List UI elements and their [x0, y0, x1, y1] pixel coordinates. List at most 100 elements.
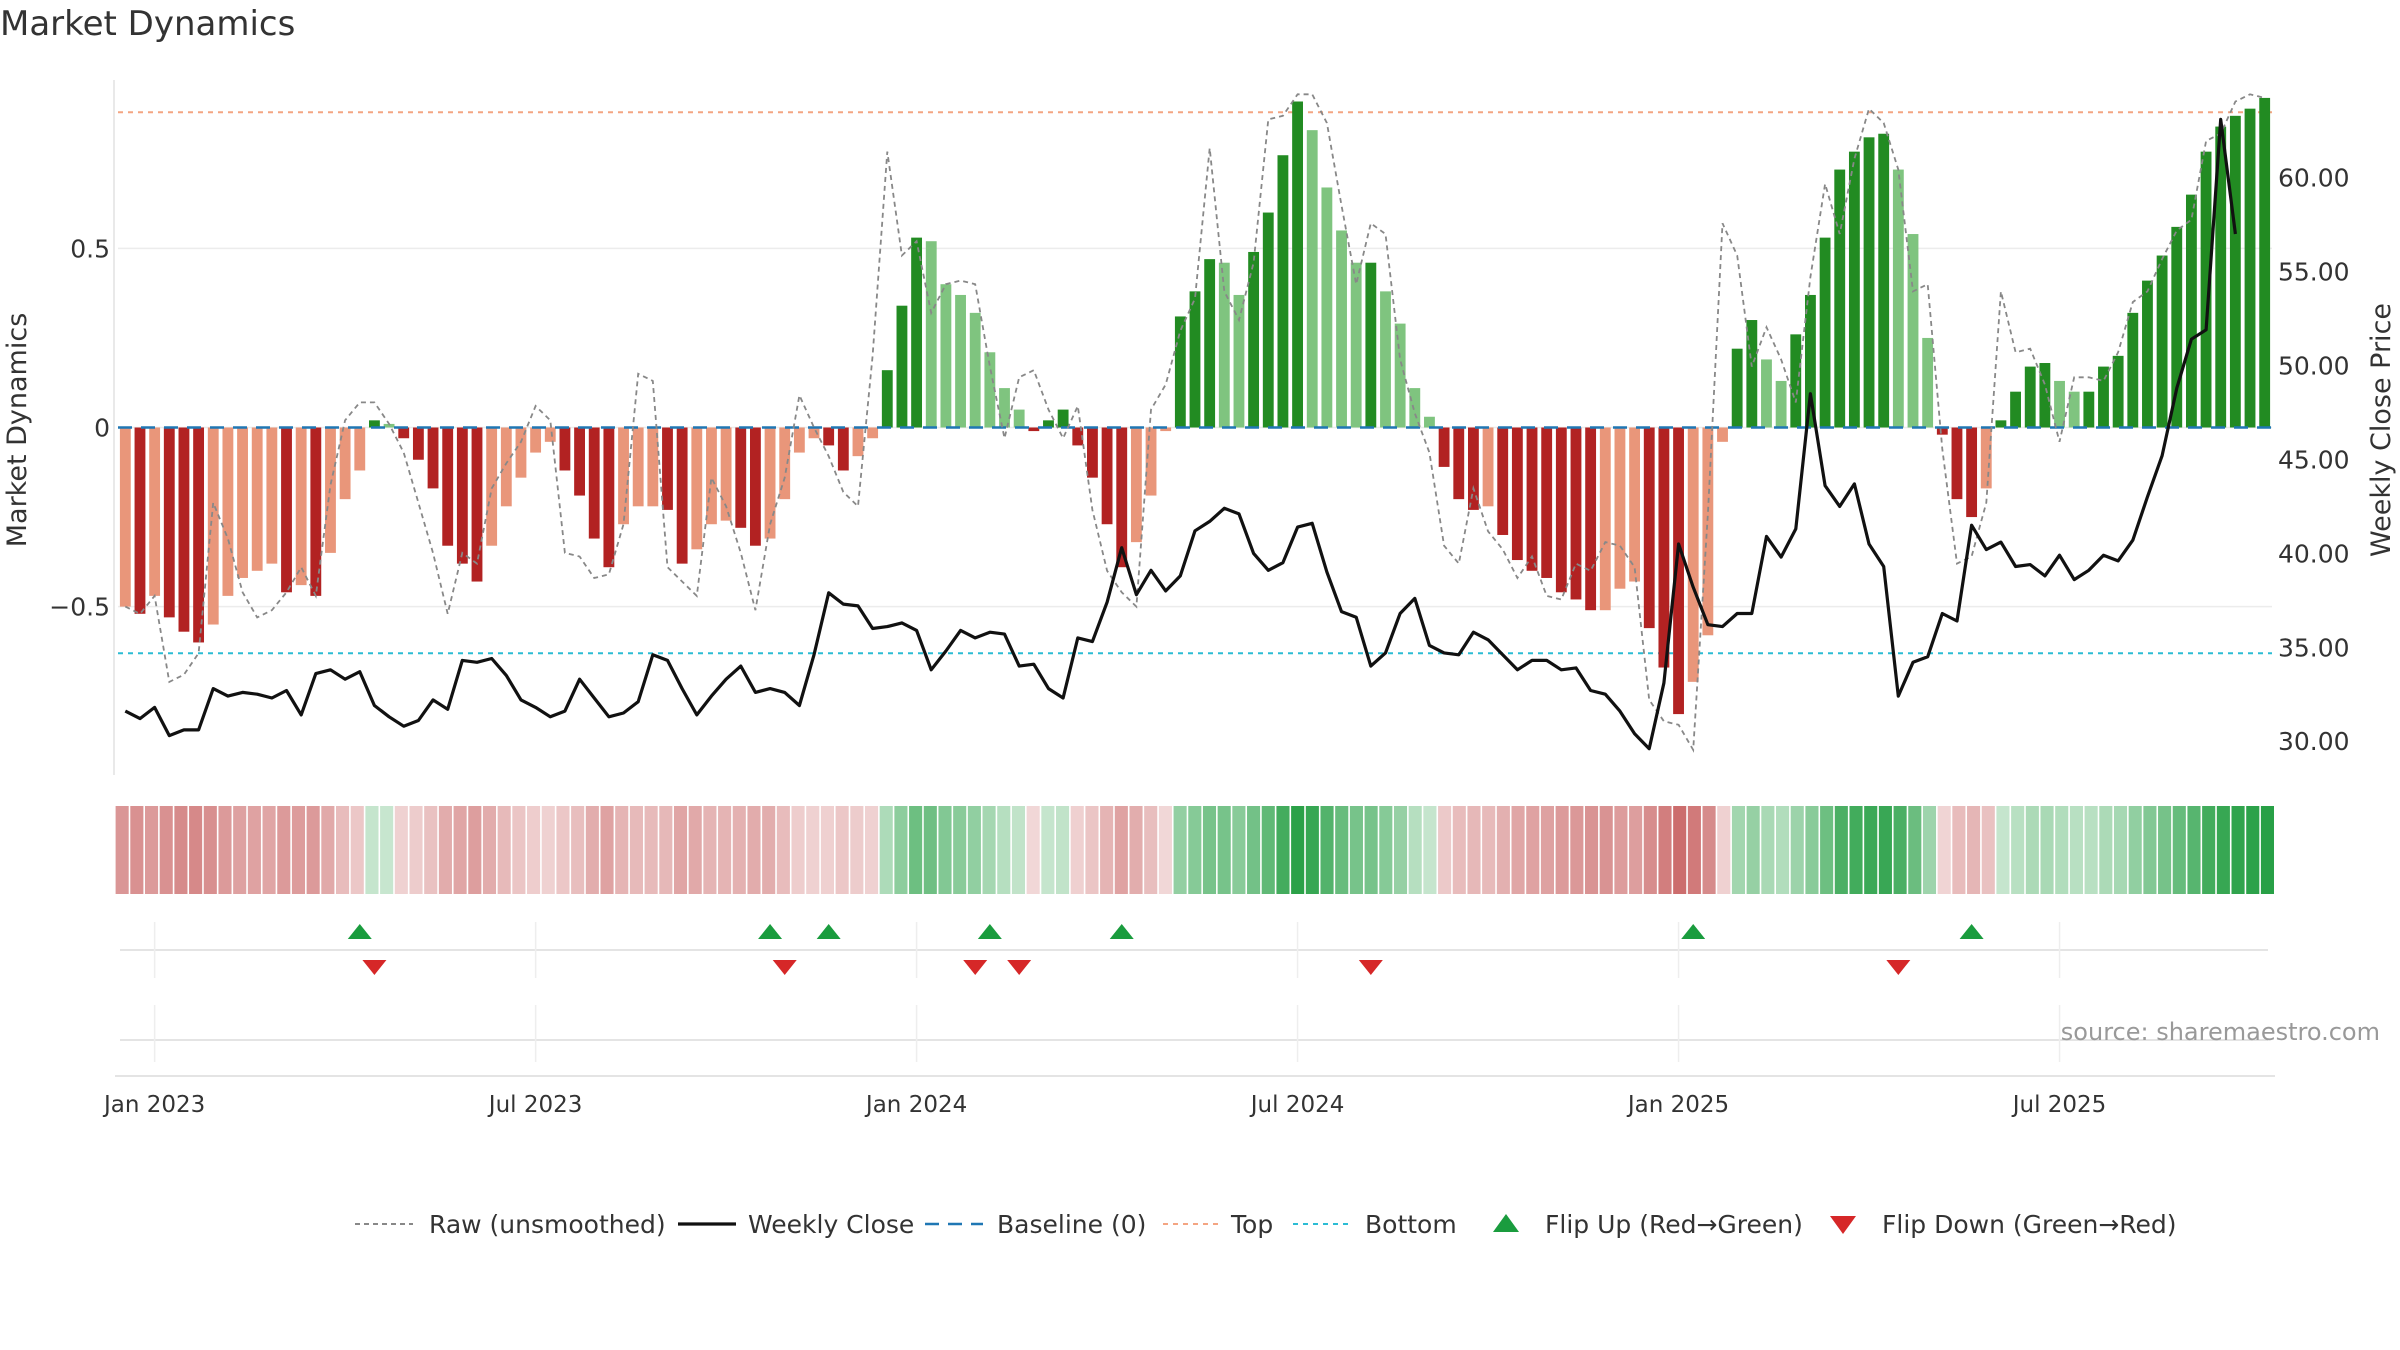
bar: [339, 427, 351, 500]
bar: [1892, 169, 1904, 428]
bar: [662, 427, 673, 510]
heat-cell: [2246, 806, 2260, 894]
bar: [1438, 427, 1450, 467]
flip-down-marker: [1007, 960, 1032, 975]
chart-title: Market Dynamics: [0, 4, 296, 44]
heat-cell: [982, 806, 996, 894]
heat-cell: [850, 806, 864, 894]
bar: [603, 427, 615, 568]
heat-cell: [629, 806, 643, 894]
bar: [1907, 234, 1919, 428]
heat-cell: [2158, 806, 2172, 894]
flip-up-marker: [1959, 924, 1984, 939]
bar: [354, 427, 366, 471]
heat-cell: [585, 806, 599, 894]
flip-down-marker: [772, 960, 797, 975]
heat-cell: [482, 806, 497, 894]
heat-cell: [1247, 806, 1261, 894]
heat-cell: [159, 806, 173, 894]
bar: [1995, 420, 2007, 428]
flip-up-marker: [347, 924, 372, 939]
bar: [676, 427, 688, 564]
heat-cell: [997, 806, 1011, 894]
bar: [295, 427, 307, 586]
heat-cell: [1540, 806, 1554, 894]
legend-label: Bottom: [1365, 1210, 1457, 1239]
y-right-tick-label: 40.00: [2278, 539, 2350, 568]
bar: [163, 427, 175, 618]
y-left-tick-label: −0.5: [49, 593, 110, 622]
heat-cell: [571, 806, 585, 894]
bar: [1790, 334, 1802, 428]
heat-cell: [1599, 806, 1613, 894]
legend-flip-up-swatch: [1493, 1214, 1519, 1232]
heat-cell: [1731, 806, 1746, 894]
heat-cell: [2231, 806, 2245, 894]
heat-cell: [1761, 806, 1775, 894]
bar: [1936, 427, 1948, 435]
legend-label: Flip Up (Red→Green): [1545, 1210, 1803, 1239]
heat-cell: [1790, 806, 1804, 894]
bar: [837, 427, 849, 471]
bar: [1292, 101, 1303, 428]
bar: [1174, 316, 1186, 428]
heat-cell: [394, 806, 408, 894]
reference-lines: [118, 111, 2272, 655]
bar: [1599, 427, 1611, 611]
heat-cell: [2069, 806, 2083, 894]
heat-cell: [262, 806, 276, 894]
heat-cell: [1893, 806, 1907, 894]
y-left-tick-label: 0: [94, 414, 110, 443]
heat-cell: [938, 806, 952, 894]
bar: [1834, 169, 1846, 428]
heat-cell: [2216, 806, 2230, 894]
flip-up-marker: [758, 924, 783, 939]
bar: [1277, 155, 1289, 428]
bar: [852, 427, 864, 457]
heat-cell: [1085, 806, 1099, 894]
bar: [193, 427, 205, 643]
bar: [1570, 427, 1582, 600]
bar: [1409, 388, 1421, 428]
x-tick-label: Jan 2024: [864, 1092, 967, 1118]
heat-cell: [1614, 806, 1628, 894]
bar: [1306, 130, 1318, 428]
heat-cell: [1496, 806, 1510, 894]
legend: Raw (unsmoothed) Weekly Close Baseline (0)…: [355, 1210, 2177, 1239]
heat-cell: [1129, 806, 1143, 894]
y-right-tick-label: 35.00: [2278, 633, 2350, 662]
heat-cell: [2055, 806, 2069, 894]
bar: [1966, 427, 1978, 518]
heat-cell: [218, 806, 232, 894]
y-right-tick-label: 45.00: [2278, 445, 2350, 474]
bar: [500, 427, 512, 507]
bar: [1321, 187, 1333, 428]
legend-flip-down-swatch: [1830, 1216, 1856, 1234]
heat-cell: [1687, 806, 1701, 894]
heat-cell: [512, 806, 526, 894]
heat-cell: [600, 806, 614, 894]
heat-cell: [2084, 806, 2098, 894]
heat-cell: [2025, 806, 2039, 894]
heat-cell: [1511, 806, 1525, 894]
bar: [588, 427, 600, 539]
bar: [1028, 427, 1040, 432]
bar: [793, 427, 805, 453]
heat-cell: [115, 806, 129, 894]
bar: [867, 427, 879, 439]
heat-cell: [2040, 806, 2054, 894]
flip-down-marker: [1358, 960, 1383, 975]
bar: [706, 427, 717, 525]
heat-cell: [1629, 806, 1643, 894]
bar: [1746, 320, 1758, 428]
legend-label: Raw (unsmoothed): [429, 1210, 666, 1239]
bar: [1863, 137, 1875, 428]
bar: [2259, 97, 2271, 428]
bar: [1248, 251, 1260, 428]
raw-line-layer: [124, 93, 2265, 753]
heat-cell: [1746, 806, 1760, 894]
legend-label: Baseline (0): [997, 1210, 1146, 1239]
heat-cell: [189, 806, 203, 894]
heat-cell: [203, 806, 217, 894]
x-tick-label: Jul 2023: [487, 1092, 583, 1118]
